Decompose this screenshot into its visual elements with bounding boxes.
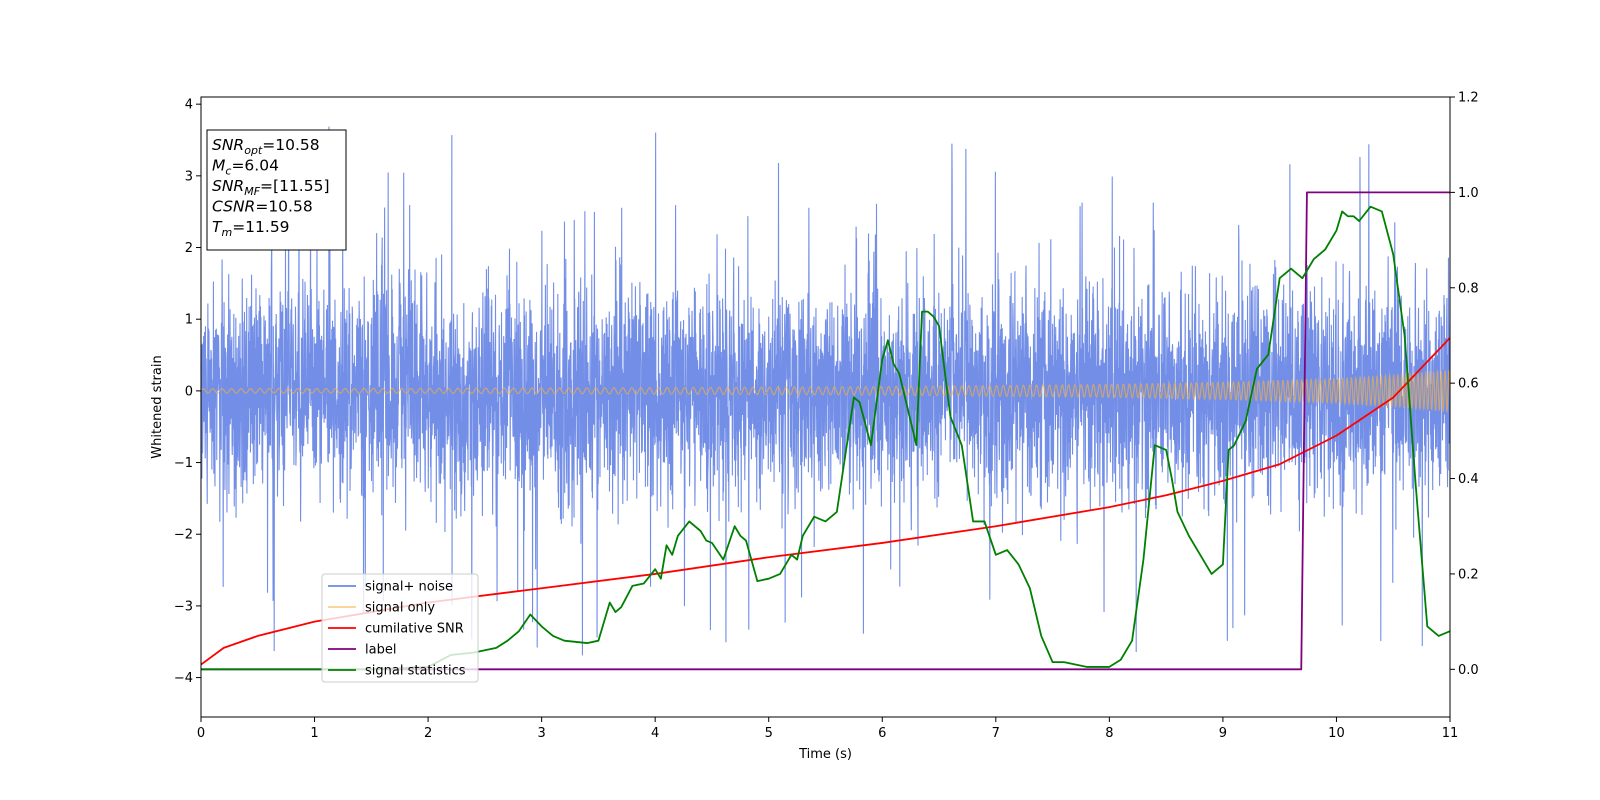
x-tick-label: 1 [310, 726, 318, 741]
x-tick-label: 10 [1328, 726, 1345, 741]
info-box: SNRopt=10.58Mc=6.04SNRMF=[11.55]CSNR=10.… [206, 129, 347, 251]
info-box-frame [206, 129, 347, 251]
plot-frame [200, 96, 1451, 718]
series-signal-statistics [201, 205, 1451, 671]
y-left-tick-label: 4 [185, 98, 193, 113]
x-tick-label: 9 [1219, 726, 1227, 741]
info-line: Mc=6.04 [212, 157, 279, 178]
x-tick-label: 3 [537, 726, 545, 741]
y-right-tick-label: 1.2 [1458, 91, 1479, 106]
y-left-tick-label: −1 [174, 456, 193, 471]
legend-label: signal statistics [365, 664, 466, 679]
legend-label: label [365, 643, 396, 658]
y-left-tick-label: 2 [185, 241, 193, 256]
x-tick-label: 11 [1442, 726, 1459, 741]
x-tick-label: 5 [765, 726, 773, 741]
y-left-tick-label: −3 [174, 599, 193, 614]
x-axis-label: Time (s) [798, 747, 852, 762]
x-tick-label: 0 [197, 726, 205, 741]
series-signal-only [200, 369, 1451, 414]
y-left-tick-label: −4 [174, 671, 193, 686]
info-line: CSNR=10.58 [212, 198, 313, 216]
legend-label: cumilative SNR [365, 622, 464, 637]
legend-label: signal+ noise [365, 580, 453, 595]
y-left-tick-label: 3 [185, 169, 193, 184]
y-left-tick-label: −2 [174, 528, 193, 543]
x-tick-label: 7 [992, 726, 1000, 741]
y-right-tick-label: 0.4 [1458, 472, 1479, 487]
y-right-tick-label: 0.2 [1458, 567, 1479, 582]
y-axis-label: Whitened strain [150, 355, 165, 458]
y-right-tick-label: 1.0 [1458, 186, 1479, 201]
axes-layer: 0 1 2 3 4 5 6 7 8 9 10 11 −4 −3 −2 −1 0 1 2 3 4 0.0 0.2 0.4 0.6 0… [174, 91, 1479, 742]
y-left-tick-label: 1 [185, 313, 193, 328]
legend-label: signal only [365, 601, 435, 616]
x-tick-label: 6 [878, 726, 886, 741]
legend-box [321, 573, 479, 683]
info-line: Tm=11.59 [212, 218, 290, 239]
info-line: SNRopt=10.58 [212, 136, 320, 157]
x-tick-label: 8 [1105, 726, 1113, 741]
info-line: SNRMF=[11.55] [212, 177, 330, 198]
y-right-tick-label: 0.0 [1458, 663, 1479, 678]
y-left-tick-label: 0 [185, 384, 193, 399]
series-layer [200, 126, 1451, 671]
x-tick-label: 4 [651, 726, 659, 741]
series-label [201, 191, 1450, 671]
y-right-tick-label: 0.6 [1458, 377, 1479, 392]
legend: signal+ noise signal only cumilative SNR la… [321, 573, 479, 683]
x-tick-label: 2 [424, 726, 432, 741]
y-right-tick-label: 0.8 [1458, 281, 1479, 296]
series-cumulative-snr [200, 337, 1451, 666]
